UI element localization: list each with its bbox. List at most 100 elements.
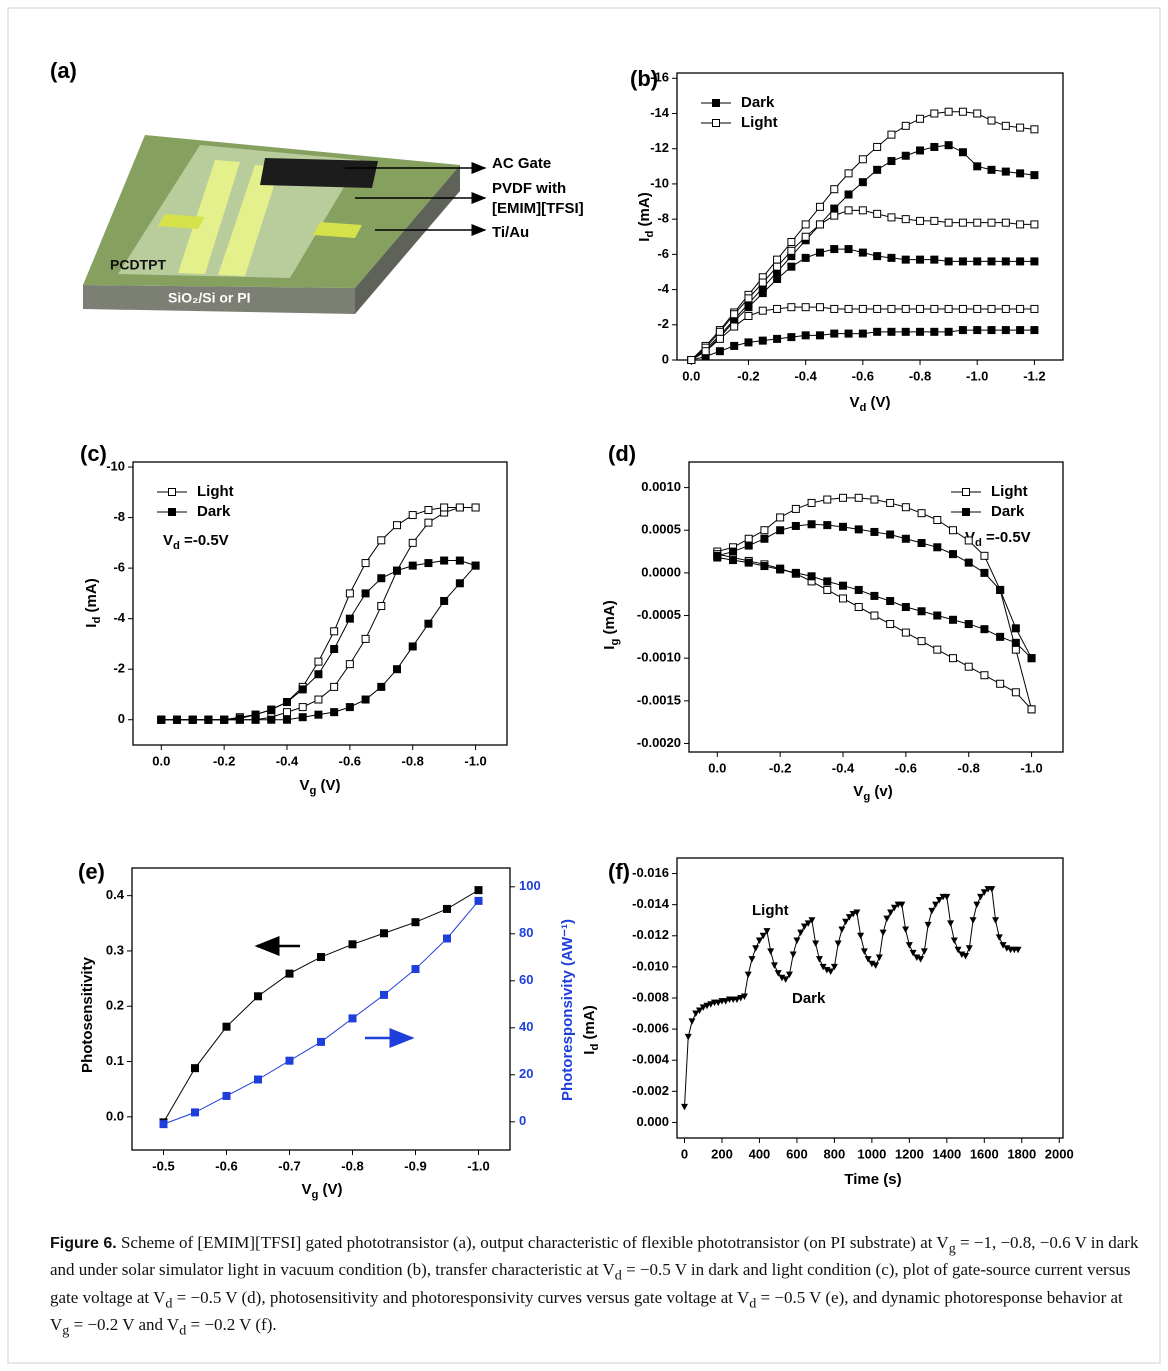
panel-label: (b) — [630, 66, 658, 91]
data-point — [901, 603, 910, 611]
x-tick-label: 600 — [786, 1146, 808, 1161]
data-point — [964, 558, 973, 567]
data-point — [807, 572, 816, 581]
data-point — [987, 116, 996, 125]
y-axis-label: Photosensitivity — [79, 956, 96, 1073]
data-point — [916, 114, 925, 123]
data-point — [408, 538, 417, 547]
data-point — [854, 603, 863, 611]
data-point — [858, 155, 867, 164]
data-point — [815, 956, 823, 963]
y2-tick-label: 100 — [519, 878, 541, 893]
data-point — [933, 516, 942, 524]
text-part: (V) — [866, 394, 890, 411]
data-point — [901, 121, 910, 130]
y-tick-label: -0.0005 — [637, 607, 681, 622]
y-tick-label: -0.002 — [632, 1083, 669, 1098]
data-point — [730, 341, 739, 350]
data-point — [348, 1014, 357, 1023]
data-point — [958, 218, 967, 227]
y-tick-label: -0.014 — [632, 896, 670, 911]
data-point — [787, 262, 796, 271]
x-tick-label: -0.8 — [909, 368, 931, 383]
data-point — [424, 619, 433, 628]
data-point — [815, 202, 824, 211]
y2-tick-label: 20 — [519, 1066, 533, 1081]
data-point — [787, 238, 796, 247]
data-point — [471, 503, 480, 512]
data-point — [800, 923, 808, 930]
text-part: I — [581, 1051, 598, 1055]
gate — [260, 158, 378, 188]
data-point — [977, 893, 985, 901]
data-point — [1014, 946, 1022, 954]
y-tick-label: 0 — [118, 711, 125, 726]
data-point — [345, 614, 354, 623]
data-point — [879, 929, 887, 937]
data-point — [361, 589, 370, 598]
data-point — [973, 218, 982, 227]
y-tick-label: -8 — [657, 211, 669, 226]
data-point — [424, 559, 433, 568]
plot-frame — [676, 72, 1064, 361]
data-point — [830, 185, 839, 194]
data-point — [815, 303, 824, 312]
text-part: (mA) — [581, 1005, 598, 1043]
data-point — [361, 634, 370, 643]
x-tick-label: -1.0 — [464, 753, 486, 768]
subscript: g — [609, 639, 621, 646]
panel-label: (e) — [78, 859, 105, 884]
y-tick-label: 0.4 — [106, 887, 125, 902]
data-point — [699, 1004, 707, 1011]
data-point — [773, 262, 782, 271]
data-point — [944, 257, 953, 266]
text-part: I — [636, 238, 653, 242]
y-tick-label: 0.0005 — [641, 522, 681, 537]
text-part: (mA) — [83, 578, 100, 616]
caption-text: = −0.2 V (f). — [186, 1315, 277, 1335]
subscript: d — [165, 1295, 173, 1312]
legend-marker — [168, 488, 176, 496]
data-point — [844, 304, 853, 313]
data-point — [377, 574, 386, 583]
data-point — [701, 347, 710, 356]
x-tick-label: 400 — [749, 1146, 771, 1161]
x-axis-label: Vd (V) — [849, 394, 890, 414]
data-point — [408, 511, 417, 520]
y-tick-label: 0.2 — [106, 998, 124, 1013]
data-point — [801, 253, 810, 262]
diagram-label: SiO₂/Si or PI — [168, 290, 250, 306]
data-point — [317, 1037, 325, 1046]
data-point — [964, 536, 973, 545]
y-tick-label: -14 — [650, 105, 670, 120]
series-line — [690, 111, 1035, 361]
x-tick-label: 1800 — [1007, 1146, 1036, 1161]
text-part: (V) — [318, 1181, 342, 1198]
data-point — [844, 169, 853, 178]
data-point — [807, 520, 816, 529]
data-point — [455, 579, 464, 588]
data-point — [854, 525, 863, 534]
x-tick-label: 1200 — [895, 1146, 924, 1161]
data-point — [380, 929, 388, 938]
text-part: V — [163, 532, 173, 549]
annotation: Dark — [792, 990, 826, 1007]
x-tick-label: 200 — [711, 1146, 733, 1161]
data-point — [345, 703, 354, 712]
data-point — [949, 615, 957, 624]
data-point — [408, 561, 417, 570]
y-tick-label: -0.0020 — [637, 735, 681, 750]
data-point — [973, 326, 982, 335]
data-point — [1016, 304, 1025, 313]
data-point — [251, 710, 260, 719]
data-point — [917, 607, 926, 616]
x-axis-label: Time (s) — [844, 1171, 901, 1188]
diagram-label: PCDTPT — [110, 257, 166, 273]
data-point — [411, 918, 420, 927]
data-point — [954, 946, 962, 954]
data-point — [1030, 257, 1039, 266]
data-point — [687, 356, 696, 364]
data-point — [916, 304, 925, 313]
subscript: d — [859, 402, 866, 414]
subscript: d — [91, 617, 103, 624]
